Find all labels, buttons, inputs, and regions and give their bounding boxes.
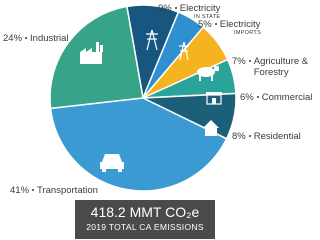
slice-percent: 7% [232, 56, 246, 67]
slice-category: Electricity [219, 19, 261, 30]
slice-percent: 9% [158, 3, 172, 14]
slice-category: Transportation [37, 185, 98, 196]
infographic: 418.2 MMT CO₂e 2019 TOTAL CA EMISSIONS 9… [3, 3, 312, 239]
tower-icon [146, 29, 189, 61]
pie-chart [49, 4, 237, 192]
slice-category: Residential [253, 131, 301, 142]
separator-dot [248, 135, 251, 138]
slice-label: 9% Electricity IN STATE [158, 3, 220, 21]
separator-dot [174, 7, 177, 10]
slice-sublabel: IN STATE [194, 14, 221, 20]
store-icon [206, 92, 222, 105]
separator-dot [248, 60, 251, 63]
slice-percent: 8% [232, 131, 246, 142]
total-caption: 2019 TOTAL CA EMISSIONS [86, 222, 204, 232]
separator-dot [25, 37, 28, 40]
slice-percent: 6% [240, 92, 254, 103]
total-box: 418.2 MMT CO₂e 2019 TOTAL CA EMISSIONS [75, 200, 215, 239]
separator-dot [214, 23, 217, 26]
slice-category: Electricity [179, 3, 221, 14]
slice-sublabel: IMPORTS [234, 30, 262, 36]
factory-icon [80, 42, 103, 64]
slice-label: 5% Electricity IMPORTS [198, 19, 261, 37]
slice-label: 41% Transportation [10, 185, 98, 196]
total-value: 418.2 MMT CO₂e [90, 204, 200, 220]
slice-category: Agriculture & Forestry [253, 56, 309, 78]
slice-percent: 41% [10, 185, 30, 196]
slice-percent: 5% [198, 19, 212, 30]
icons [80, 29, 222, 172]
slice-label: 6% Commercial [240, 92, 312, 103]
cow-icon [197, 66, 219, 81]
separator-dot [32, 189, 35, 192]
separator-dot [256, 96, 259, 99]
slice-label: 7% Agriculture & Forestry [232, 56, 312, 78]
slice-percent: 24% [3, 33, 23, 44]
car-icon [100, 154, 124, 172]
slice-category: Commercial [261, 92, 313, 103]
slice-category: Industrial [30, 33, 69, 44]
house-icon [203, 120, 219, 136]
pie-slice [49, 97, 228, 192]
slice-label: 24% Industrial [3, 33, 69, 44]
slice-label: 8% Residential [232, 131, 301, 142]
